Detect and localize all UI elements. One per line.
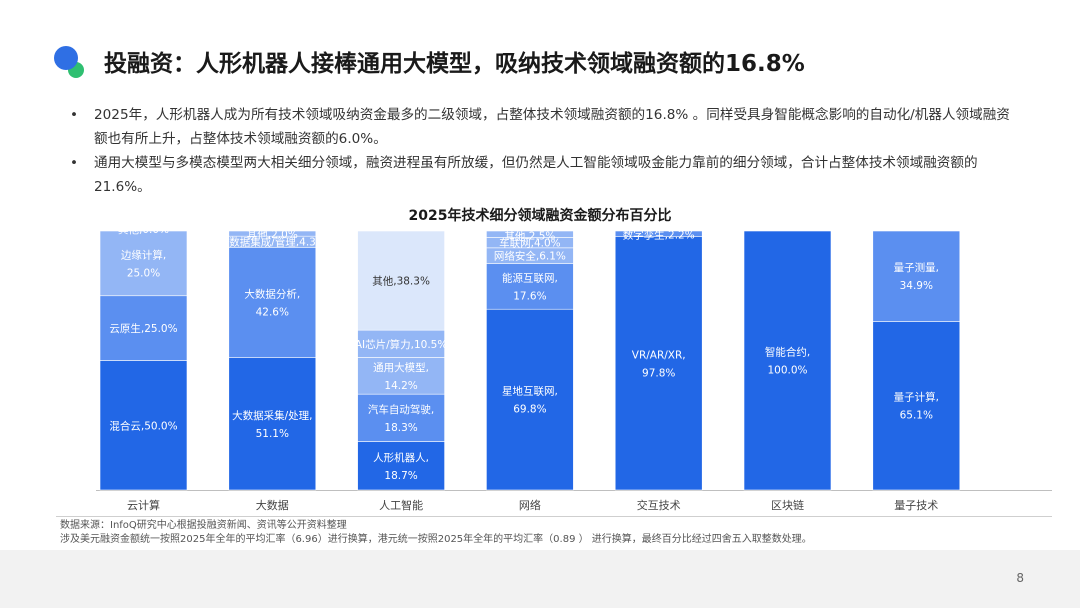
bar-segment xyxy=(228,357,317,491)
bar-segment xyxy=(743,230,832,491)
bar-data-label: 其他,38.3% xyxy=(372,275,430,288)
source-note: 数据来源：InfoQ研究中心根据投融资新闻、资讯等公开资料整理 涉及美元融资金额… xyxy=(60,519,812,547)
source-line: 涉及美元融资金额统一按照2025年全年的平均汇率（6.96）进行换算，港元统一按… xyxy=(60,534,812,545)
bar-data-label: 智能合约, 100.0% xyxy=(765,346,810,377)
bar-data-label: 混合云,50.0% xyxy=(109,419,177,432)
divider xyxy=(56,516,1052,517)
footer-band xyxy=(0,550,1080,608)
bar-segment xyxy=(486,230,574,238)
bar-data-label: 通用大模型, 14.2% xyxy=(373,361,429,392)
bar-data-label: 其他,2.0% xyxy=(247,228,298,241)
bar-segment xyxy=(614,236,703,491)
bar-data-label: 星地互联网, 69.8% xyxy=(502,385,558,416)
bar-data-label: 其他,0.0% xyxy=(118,223,169,236)
bar-data-label: 人形机器人, 18.7% xyxy=(373,451,429,482)
x-tick-label: 人工智能 xyxy=(379,498,423,512)
bar-segment xyxy=(357,329,445,358)
bar-segment xyxy=(99,230,188,297)
bullet-list: • 2025年，人形机器人成为所有技术领域吸纳资金最多的二级领域，占整体技术领域… xyxy=(70,103,1015,199)
bullet-marker: • xyxy=(70,155,79,171)
x-tick-label: 云计算 xyxy=(127,498,160,512)
bar-segment xyxy=(486,308,574,491)
bar-data-label: 网络安全,6.1% xyxy=(494,250,566,263)
bar-data-label: 边缘计算, 25.0% xyxy=(121,248,166,279)
bar-segment xyxy=(872,230,961,322)
bullet-marker: • xyxy=(70,107,79,123)
bar-data-label: 大数据集成/管理,4.3% xyxy=(219,236,326,249)
x-tick-label: 大数据 xyxy=(256,498,289,512)
source-line: 数据来源：InfoQ研究中心根据投融资新闻、资讯等公开资料整理 xyxy=(60,520,347,531)
bar-data-label: 其他,2.5% xyxy=(504,229,555,242)
bar-data-label: 大数据采集/处理, 51.1% xyxy=(232,409,312,440)
bar-segment xyxy=(228,230,317,237)
bar-data-label: VR/AR/XR, 97.8% xyxy=(632,349,686,379)
x-tick-label: 网络 xyxy=(519,498,541,512)
x-tick-label: 量子技术 xyxy=(894,499,938,512)
bar-data-label: 量子计算, 65.1% xyxy=(894,391,939,422)
bar-segment xyxy=(614,230,703,237)
bar-data-label: 车联网,4.0% xyxy=(499,237,561,250)
bar-data-label: 云原生,25.0% xyxy=(109,322,177,335)
bar-data-label: 能源互联网, 17.6% xyxy=(502,271,558,302)
bar-data-label: AI芯片/算力,10.5% xyxy=(355,338,448,351)
page-title: 投融资：人形机器人接棒通用大模型，吸纳技术领域融资额的16.8% xyxy=(104,51,805,77)
bar-segment xyxy=(357,230,445,331)
brand-logo-icon xyxy=(54,46,84,78)
bar-segment xyxy=(357,441,445,491)
bar-segment xyxy=(357,393,445,442)
bullet-item: • 2025年，人形机器人成为所有技术领域吸纳资金最多的二级领域，占整体技术领域… xyxy=(70,103,1015,151)
bullet-item: • 通用大模型与多模态模型两大相关细分领域，融资进程虽有所放缓，但仍然是人工智能… xyxy=(70,151,1015,199)
x-tick-label: 交互技术 xyxy=(637,498,681,512)
stacked-bar-chart: 混合云,50.0% 云原生,25.0% 边缘计算, 25.0% 其他,0.0% 云计算 大数… xyxy=(96,223,1052,512)
bar-data-label: 量子测量, 34.9% xyxy=(894,261,939,292)
bar-segment xyxy=(872,321,961,491)
page-number: 8 xyxy=(1016,571,1024,585)
x-tick-label: 区块链 xyxy=(771,498,804,512)
chart-title: 2025年技术细分领域融资金额分布百分比 xyxy=(408,208,672,224)
bar-data-label: 数字孪生,2.2% xyxy=(623,229,695,242)
bullet-text: 2025年，人形机器人成为所有技术领域吸纳资金最多的二级领域，占整体技术领域融资… xyxy=(94,107,1010,147)
bar-segment xyxy=(228,247,317,358)
bar-segment xyxy=(99,360,188,491)
bar-data-label: 汽车自动驾驶, 18.3% xyxy=(368,403,434,434)
bullet-text: 通用大模型与多模态模型两大相关细分领域，融资进程虽有所放缓，但仍然是人工智能领域… xyxy=(94,155,978,195)
bar-data-label: 大数据分析, 42.6% xyxy=(244,287,300,318)
